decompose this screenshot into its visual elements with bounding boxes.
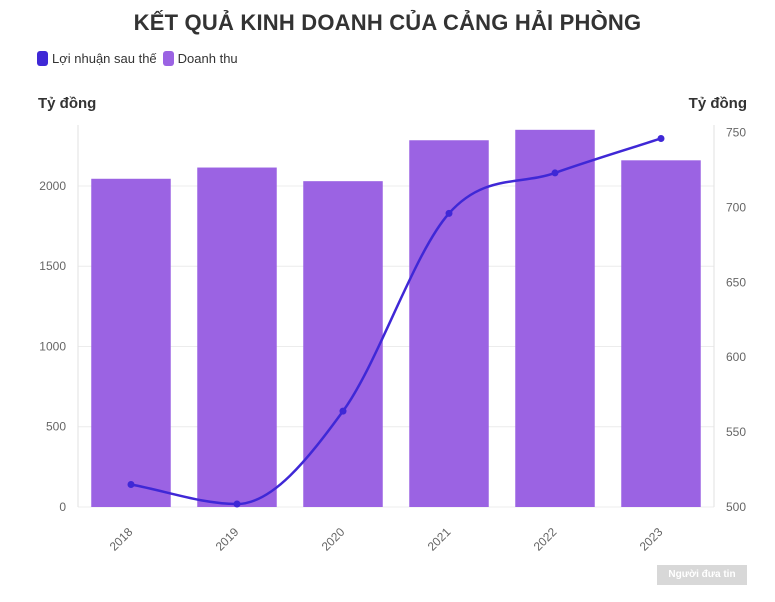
point-loi-nhuan xyxy=(127,481,135,489)
legend-item-revenue[interactable]: Doanh thu xyxy=(162,51,238,66)
legend-swatch-revenue xyxy=(162,51,174,66)
left-axis-tick-label: 1500 xyxy=(39,259,66,273)
legend: Lợi nhuận sau thế Doanh thu xyxy=(37,51,238,66)
point-loi-nhuan xyxy=(445,209,453,217)
legend-item-profit[interactable]: Lợi nhuận sau thế xyxy=(37,51,157,66)
right-axis-tick-label: 650 xyxy=(726,275,746,289)
point-loi-nhuan xyxy=(657,134,665,142)
x-axis-tick-label: 2021 xyxy=(425,525,454,554)
x-axis-tick-label: 2022 xyxy=(531,525,560,554)
bar-doanh-thu xyxy=(409,140,489,507)
legend-label-revenue: Doanh thu xyxy=(177,51,238,66)
x-axis-tick-label: 2020 xyxy=(319,525,348,554)
right-axis-tick-label: 600 xyxy=(726,350,746,364)
bar-doanh-thu xyxy=(621,160,701,508)
left-axis-tick-label: 2000 xyxy=(39,179,66,193)
bar-doanh-thu xyxy=(197,167,277,507)
x-axis-tick-label: 2019 xyxy=(213,525,242,554)
left-axis-unit: Tỷ đồng xyxy=(38,95,97,112)
left-axis-tick-label: 1000 xyxy=(39,339,66,353)
left-axis-tick-label: 0 xyxy=(59,500,66,514)
x-axis-tick-label: 2018 xyxy=(107,525,136,554)
left-axis-tick-label: 500 xyxy=(46,420,66,434)
point-loi-nhuan xyxy=(551,169,559,177)
right-axis-tick-label: 550 xyxy=(726,425,746,439)
right-axis-tick-label: 750 xyxy=(726,125,746,139)
right-axis-unit: Tỷ đồng xyxy=(688,95,747,112)
point-loi-nhuan xyxy=(233,500,241,508)
point-loi-nhuan xyxy=(339,407,347,415)
right-axis-tick-label: 500 xyxy=(726,500,746,514)
watermark-logo: Người đưa tin xyxy=(657,565,747,585)
bar-doanh-thu xyxy=(91,178,171,507)
right-axis-tick-label: 700 xyxy=(726,200,746,214)
bar-doanh-thu xyxy=(515,129,595,507)
chart-title: KẾT QUẢ KINH DOANH CỦA CẢNG HẢI PHÒNG xyxy=(133,10,642,35)
legend-label-profit: Lợi nhuận sau thế xyxy=(52,51,157,66)
legend-swatch-profit xyxy=(37,51,48,66)
x-axis-tick-label: 2023 xyxy=(637,525,666,554)
bar-doanh-thu xyxy=(303,181,383,508)
